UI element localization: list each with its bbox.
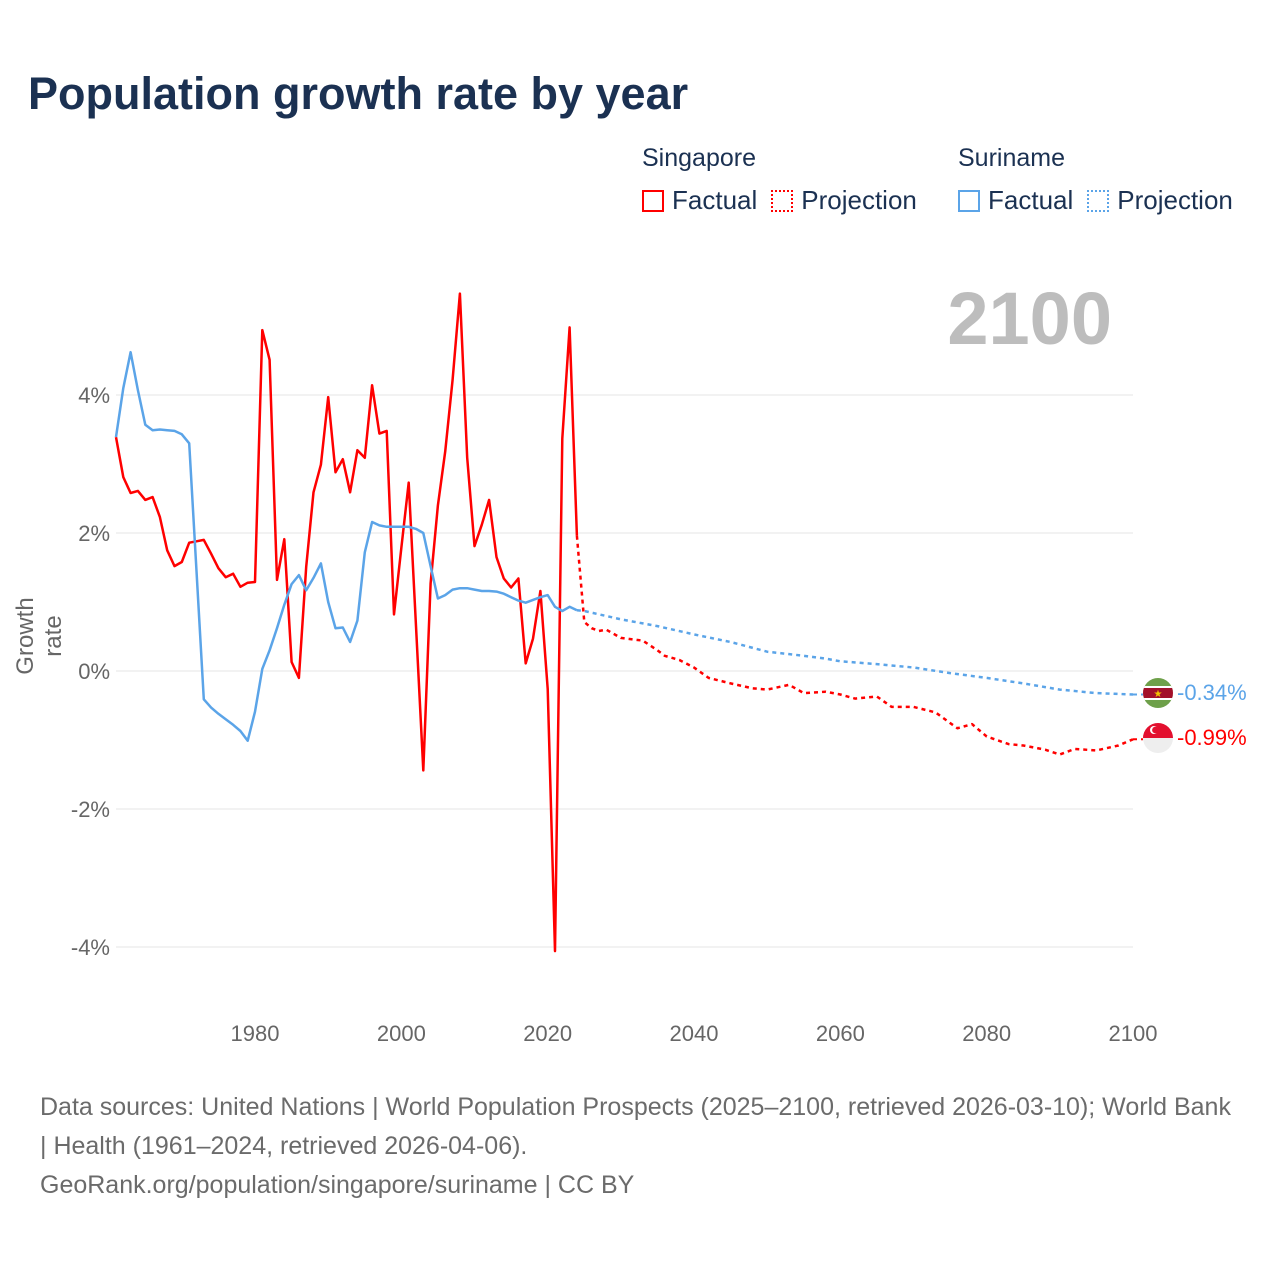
legend-singapore-factual[interactable]: Factual xyxy=(642,185,757,216)
solid-swatch-icon xyxy=(958,189,980,212)
y-tick-label: -4% xyxy=(71,935,110,960)
credit-link[interactable]: GeoRank.org/population/singapore/surinam… xyxy=(40,1171,635,1199)
footer: Data sources: United Nations | World Pop… xyxy=(40,1088,1240,1205)
current-year-label: 2100 xyxy=(947,277,1112,360)
chart-title: Population growth rate by year xyxy=(28,68,689,119)
legend-singapore-projection[interactable]: Projection xyxy=(771,185,917,216)
y-tick-label: 2% xyxy=(78,521,110,546)
legend-suriname-projection[interactable]: Projection xyxy=(1087,185,1233,216)
legend-label: Projection xyxy=(801,185,917,215)
series-line-singapore-factual xyxy=(114,292,579,953)
singapore-end-value: -0.99% xyxy=(1177,725,1247,750)
series-line-suriname-factual xyxy=(114,350,578,742)
suriname-end-value: -0.34% xyxy=(1177,680,1247,705)
series-line-singapore-projection xyxy=(575,535,1134,756)
suriname-flag-icon: ★ xyxy=(1143,678,1173,708)
legend-suriname: Suriname Factual Projection xyxy=(958,144,1247,216)
legend-label: Projection xyxy=(1117,185,1233,215)
legend-singapore: Singapore Factual Projection xyxy=(642,144,931,216)
x-tick-label: 2080 xyxy=(962,1021,1011,1046)
x-tick-label: 2000 xyxy=(377,1021,426,1046)
x-tick-label: 2060 xyxy=(816,1021,865,1046)
dotted-swatch-icon xyxy=(771,189,794,212)
legend-country-suriname: Suriname xyxy=(958,144,1065,172)
legend-label: Factual xyxy=(988,185,1074,215)
singapore-flag-icon xyxy=(1143,723,1173,753)
y-tick-label: -2% xyxy=(71,797,110,822)
y-tick-label: 4% xyxy=(78,383,110,408)
x-tick-label: 2040 xyxy=(670,1021,719,1046)
dotted-swatch-icon xyxy=(1087,189,1110,212)
y-tick-label: 0% xyxy=(78,659,110,684)
legend-suriname-factual[interactable]: Factual xyxy=(958,185,1073,216)
x-tick-label: 2020 xyxy=(523,1021,572,1046)
svg-text:★: ★ xyxy=(1154,689,1163,700)
series-line-suriname-projection xyxy=(576,609,1134,696)
x-tick-label: 1980 xyxy=(231,1021,280,1046)
x-tick-label: 2100 xyxy=(1109,1021,1158,1046)
legend-label: Factual xyxy=(672,185,758,215)
data-sources: Data sources: United Nations | World Pop… xyxy=(40,1093,1231,1160)
solid-swatch-icon xyxy=(642,189,664,212)
legend-country-singapore: Singapore xyxy=(642,144,756,172)
